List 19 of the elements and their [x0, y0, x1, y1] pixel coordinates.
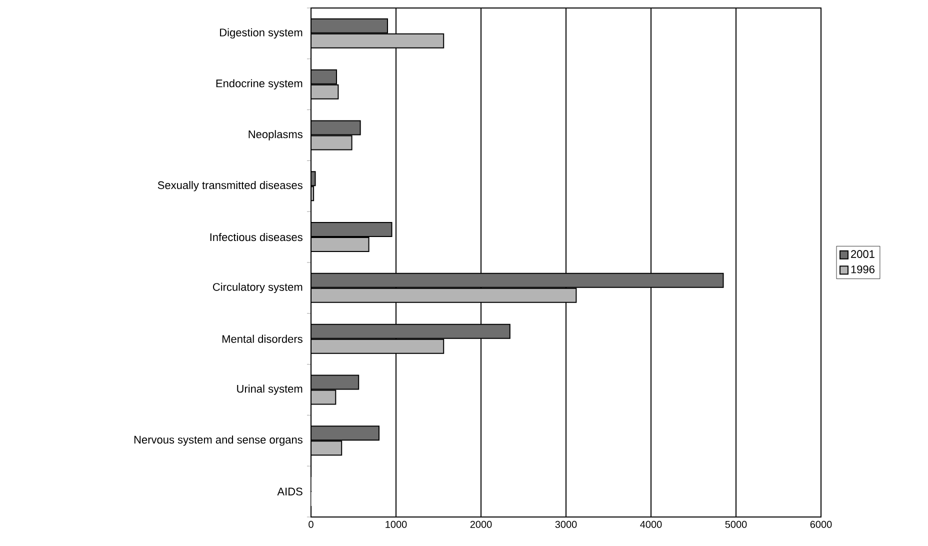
- legend-label: 2001: [851, 250, 874, 258]
- x-tick-label: 1000: [386, 520, 407, 528]
- y-tick-label: Infectious diseases: [210, 232, 302, 242]
- y-tick-label: Mental disorders: [222, 334, 302, 343]
- y-tick-label: Endocrine system: [216, 79, 302, 90]
- legend-label: 1996: [851, 265, 874, 274]
- x-tick-label: 0: [308, 520, 314, 528]
- x-tick-label: 3000: [555, 520, 577, 528]
- x-tick-label: 5000: [725, 520, 747, 528]
- x-tick-label: 4000: [640, 520, 662, 528]
- y-tick-label: Circulatory system: [212, 282, 302, 294]
- y-tick-label: AIDS: [277, 488, 302, 496]
- y-tick-label: Sexually transmitted diseases: [158, 181, 302, 192]
- x-tick-label: 2000: [470, 520, 492, 528]
- y-tick-label: Nervous system and sense organs: [134, 436, 302, 446]
- y-tick-label: Digestion system: [220, 28, 302, 39]
- y-tick-label: Urinal system: [237, 384, 302, 395]
- x-tick-label: 6000: [810, 520, 832, 528]
- y-tick-label: Neoplasms: [248, 130, 302, 140]
